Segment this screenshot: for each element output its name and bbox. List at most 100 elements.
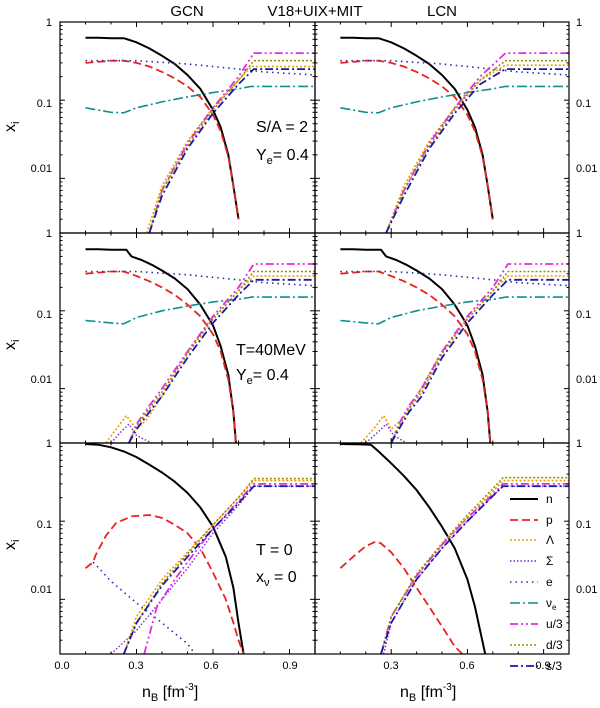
legend-entry-n: n [510,492,553,506]
legend-label-nue: ν [546,596,552,610]
series-e-top-right [340,59,569,76]
legend-label-sigma: Σ [546,554,553,568]
series-p-middle-left [85,270,237,443]
annotation-top-subscript: e [267,155,273,167]
x-tick-0.6: 0.6 [203,660,218,672]
panel-top-left [85,36,315,233]
y-tick-0.01: 0.01 [31,374,52,386]
y-axis-label-top: xi [2,122,22,132]
series-s-middle-left [128,278,315,443]
series-d-middle-left [128,270,315,443]
series-p-bottom-left [84,514,245,654]
panel-bottom-left [84,443,315,654]
y-axis-symbol: x [2,542,19,550]
series-nue-top-left [85,85,315,114]
x-axis-unit-open: [fm [158,684,185,701]
svg-text:Ye= 0.4: Ye= 0.4 [256,147,309,167]
legend-entry-nue: νe [510,596,557,612]
annotation-bottom-value: = 0 [270,569,297,586]
series-lam-middle-right [360,275,569,443]
legend-label-s: s/3 [546,659,562,673]
series-u-middle-left [128,263,315,443]
annotation-bottom-line1: T = 0 [256,542,293,559]
series-u-bottom-left [143,482,315,654]
y-axis-subscript: i [10,122,22,124]
series-u-top-right [385,52,569,233]
y-tick-0.1: 0.1 [37,519,52,531]
annotation-middle-subscript: e [247,375,253,387]
frame-layer [59,21,570,655]
series-e-middle-left [85,270,315,287]
x-tick-0.0: 0.0 [54,660,69,672]
y-axis-subscript: i [10,540,22,542]
series-d-bottom-left [123,477,315,654]
y-tick-0.1: 0.1 [37,309,52,321]
series-sig-bottom-right [382,485,569,654]
series-u-middle-right [390,263,569,443]
series-n-middle-left [85,248,237,443]
y-axis-subscript: i [10,340,22,342]
series-nue-middle-right [340,296,569,325]
legend-entry-p: p [510,513,553,527]
series-p-top-right [340,59,494,220]
series-e-bottom-left [92,561,196,654]
series-d-top-left [148,59,315,233]
series-s-middle-right [390,278,569,443]
ticks-top-right [314,21,570,234]
y-tick-1: 1 [46,228,52,240]
ticks-bottom-left [59,442,316,655]
annotation-bottom-symbol: x [256,569,264,586]
x-axis-symbol: n [400,684,409,701]
series-u-bottom-right [380,482,569,654]
panel-top-right [340,36,569,233]
y-tick-1: 1 [576,228,582,240]
series-n-bottom-left [85,443,245,654]
y-tick-labels-right: 1 0.1 0.01 1 0.1 0.01 1 0.1 0.01 [576,17,597,596]
legend-label-d: d/3 [546,638,563,652]
series-s-top-left [148,68,315,233]
y-tick-0.1: 0.1 [576,309,591,321]
panel-bottom-right [339,443,569,654]
series-u-top-left [148,52,315,233]
y-tick-1: 1 [46,438,52,450]
annotation-middle-value: = 0.4 [253,367,289,384]
x-axis-unit-exponent: -3 [185,682,194,693]
x-axis-unit-close: ] [452,684,456,701]
series-n-bottom-right [340,443,487,654]
series-lam-bottom-left [123,479,315,654]
header-gcn: GCN [170,3,203,20]
series-n-top-right [340,36,494,220]
y-tick-0.1: 0.1 [576,519,591,531]
legend-entry-e: e [510,575,553,589]
x-axis-unit-exponent: -3 [443,682,452,693]
series-s-bottom-left [122,485,315,654]
series-nue-middle-left [85,296,315,325]
ticks-middle-right [314,232,570,444]
annotation-top: S/A = 2 Ye= 0.4 [256,119,309,167]
series-d-middle-right [390,270,569,443]
series-layer [84,36,569,654]
legend-entry-d: d/3 [510,638,563,652]
series-n-middle-right [340,248,492,443]
x-axis-unit-close: ] [194,684,198,701]
x-tick-0.9: 0.9 [282,660,297,672]
annotation-middle: T=40MeV Ye= 0.4 [236,342,306,387]
svg-text:nB [fm-3]: nB [fm-3] [400,682,456,704]
y-axis-label-bottom: xi [2,540,22,550]
legend-label-nue-sub: e [552,603,557,612]
series-p-top-left [85,59,240,220]
svg-text:Ye= 0.4: Ye= 0.4 [236,367,289,387]
svg-text:xν = 0: xν = 0 [256,569,297,589]
annotation-top-symbol: Y [256,147,267,164]
series-e-middle-right [340,270,569,287]
series-p-middle-right [340,270,492,443]
series-lam-top-left [145,65,315,233]
legend-label-u: u/3 [546,617,563,631]
y-tick-0.01: 0.01 [31,163,52,175]
x-axis-subscript: B [409,692,416,704]
x-axis-symbol: n [142,684,151,701]
annotation-middle-symbol: Y [236,367,247,384]
x-axis-unit-open: [fm [416,684,443,701]
series-p-bottom-right [339,540,463,654]
ticks-bottom-right [314,442,570,655]
